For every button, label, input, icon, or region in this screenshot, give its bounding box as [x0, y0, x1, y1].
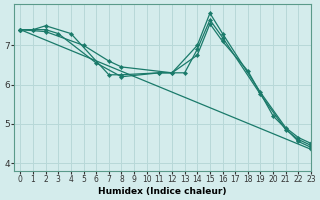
X-axis label: Humidex (Indice chaleur): Humidex (Indice chaleur): [98, 187, 227, 196]
